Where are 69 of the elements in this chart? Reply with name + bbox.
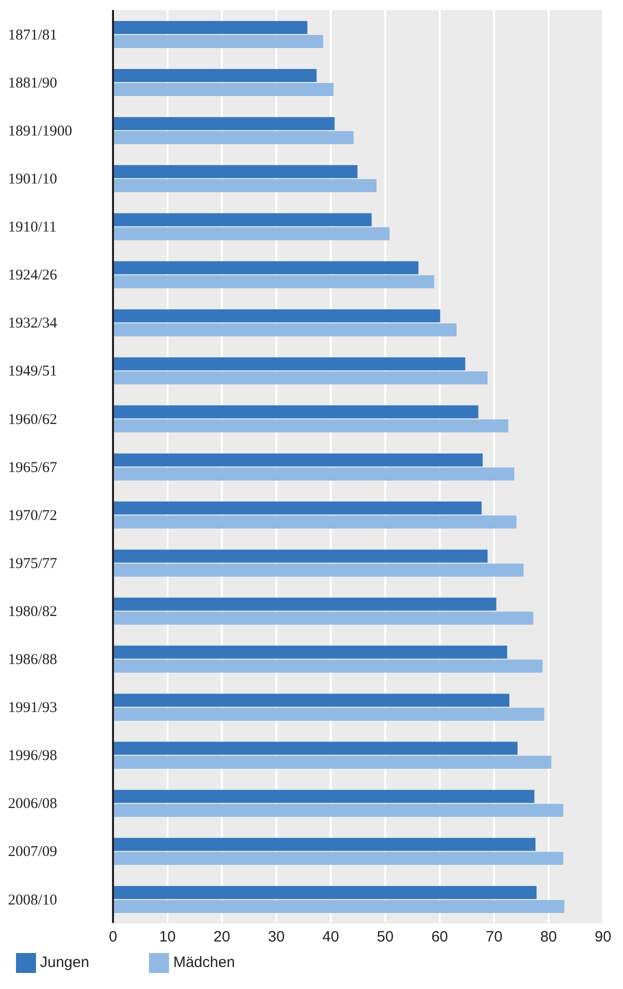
bar xyxy=(113,756,552,769)
y-tick-label: 1986/88 xyxy=(8,652,58,668)
bar xyxy=(113,117,335,130)
y-tick-label: 1932/34 xyxy=(8,316,58,332)
bar xyxy=(113,502,482,515)
bar xyxy=(113,852,564,865)
bar xyxy=(113,612,534,625)
y-tick-label: 2006/08 xyxy=(8,796,58,812)
bar xyxy=(113,371,488,384)
bar xyxy=(113,516,516,529)
bar xyxy=(113,598,496,611)
bar xyxy=(113,131,354,144)
bar xyxy=(113,35,324,48)
legend-label: Mädchen xyxy=(173,954,235,971)
y-tick-label: 1924/26 xyxy=(8,268,58,284)
y-tick-label: 1975/77 xyxy=(8,556,58,572)
bar xyxy=(113,708,544,721)
y-tick-label: 1881/90 xyxy=(8,75,58,92)
x-tick-label: 20 xyxy=(214,928,230,946)
bar xyxy=(113,646,508,659)
bar xyxy=(113,309,440,322)
y-tick-label: 1980/82 xyxy=(8,604,58,620)
bar xyxy=(113,550,488,563)
legend-label: Jungen xyxy=(40,954,90,971)
bar xyxy=(113,453,483,466)
bar xyxy=(113,900,564,913)
bar xyxy=(113,742,518,755)
bar xyxy=(113,804,564,817)
x-tick-label: 10 xyxy=(159,928,176,946)
x-tick-label: 60 xyxy=(431,928,448,946)
y-tick-label: 2007/09 xyxy=(8,844,58,860)
y-tick-label: 1996/98 xyxy=(8,748,58,764)
y-tick-label: 1960/62 xyxy=(8,412,58,428)
bar xyxy=(113,357,466,370)
y-tick-label: 1970/72 xyxy=(8,508,58,524)
x-tick-label: 90 xyxy=(594,928,612,946)
x-tick-label: 50 xyxy=(376,928,394,946)
y-tick-label: 2008/10 xyxy=(8,892,58,908)
bar xyxy=(113,179,377,192)
y-tick-label: 1891/1900 xyxy=(8,123,72,140)
bar xyxy=(113,69,317,82)
y-tick-label: 1965/67 xyxy=(8,460,58,476)
bar xyxy=(113,405,478,418)
bar xyxy=(113,227,390,240)
bar xyxy=(113,83,334,96)
bar xyxy=(113,323,457,336)
x-tick-label: 80 xyxy=(540,928,557,946)
y-tick-label: 1871/81 xyxy=(8,27,58,44)
x-tick-label: 0 xyxy=(108,928,118,946)
bar xyxy=(113,564,524,577)
bar xyxy=(113,467,514,480)
x-tick-label: 40 xyxy=(322,928,340,946)
x-tick-label: 70 xyxy=(486,928,502,946)
bar xyxy=(113,790,534,803)
bar xyxy=(113,261,418,274)
x-tick-label: 30 xyxy=(268,928,285,946)
bar xyxy=(113,275,434,288)
bar xyxy=(113,838,536,851)
y-tick-label: 1991/93 xyxy=(8,700,58,716)
y-tick-label: 1910/11 xyxy=(8,220,57,236)
bar xyxy=(113,21,308,34)
bar xyxy=(113,213,372,226)
y-tick-label: 1949/51 xyxy=(8,364,58,380)
bar xyxy=(113,886,537,899)
y-tick-label: 1901/10 xyxy=(8,172,58,188)
bar xyxy=(113,165,358,178)
bar xyxy=(113,694,510,707)
bar xyxy=(113,660,543,673)
bar xyxy=(113,419,508,432)
